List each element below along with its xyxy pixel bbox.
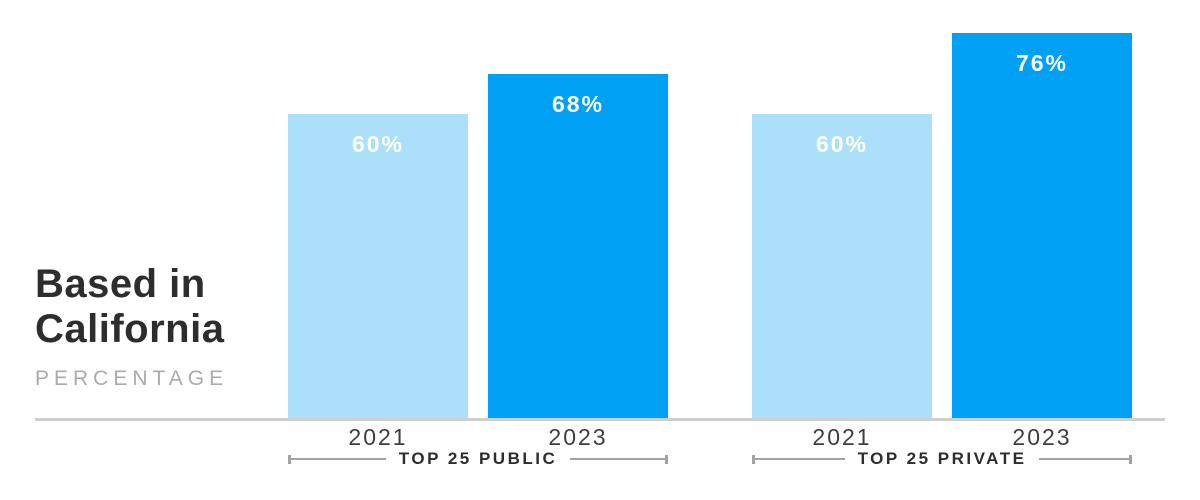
bar-public-2023: 68% — [488, 74, 668, 418]
bar-value-label-private-2021: 60% — [815, 131, 869, 157]
x-axis-line — [35, 418, 1165, 421]
bar-value-label-public-2021: 60% — [351, 131, 405, 157]
x-tick-private-2021: 2021 — [812, 424, 872, 450]
bracket-tick-left — [288, 454, 291, 464]
x-tick-public-2021: 2021 — [348, 424, 408, 450]
x-tick-public-2023: 2023 — [548, 424, 608, 450]
bracket-line-right — [1039, 458, 1129, 460]
group-bracket-public: TOP 25 PUBLIC — [288, 449, 668, 469]
chart-subtitle: PERCENTAGE — [35, 367, 229, 390]
bracket-tick-right — [665, 454, 668, 464]
x-tick-private-2023: 2023 — [1012, 424, 1072, 450]
bracket-line-left — [291, 458, 386, 460]
group-label-private: TOP 25 PRIVATE — [857, 449, 1027, 468]
bracket-line-right — [570, 458, 665, 460]
bar-value-label-private-2023: 76% — [1015, 50, 1069, 76]
bar-private-2021: 60% — [752, 114, 932, 418]
bracket-tick-left — [752, 454, 755, 464]
chart-title-line1: Based in — [35, 262, 206, 306]
bar-public-2021: 60% — [288, 114, 468, 418]
bar-group-public: 60% 68% 2021 2023 TOP 25 PUBLIC — [288, 0, 668, 500]
chart-title-block: Based in California PERCENTAGE — [35, 262, 228, 391]
group-bracket-private: TOP 25 PRIVATE — [752, 449, 1132, 469]
bracket-line-left — [755, 458, 845, 460]
bracket-tick-right — [1129, 454, 1132, 464]
group-label-public: TOP 25 PUBLIC — [398, 449, 558, 468]
bar-value-label-public-2023: 68% — [551, 91, 605, 117]
bar-private-2023: 76% — [952, 33, 1132, 418]
chart-title: Based in California — [35, 262, 228, 352]
bar-group-private: 60% 76% 2021 2023 TOP 25 PRIVATE — [752, 0, 1132, 500]
chart-title-line2: California — [35, 307, 225, 351]
